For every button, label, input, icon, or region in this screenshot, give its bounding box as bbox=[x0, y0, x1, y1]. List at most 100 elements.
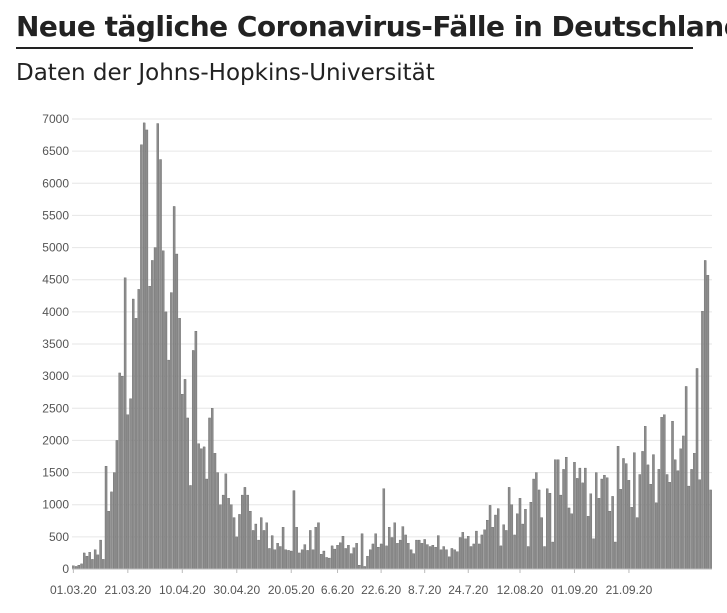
bar bbox=[507, 487, 511, 570]
bar bbox=[191, 350, 195, 570]
y-tick-label: 7000 bbox=[42, 112, 69, 126]
bar bbox=[622, 458, 625, 570]
bar bbox=[657, 469, 661, 570]
bar bbox=[442, 546, 445, 570]
bar bbox=[145, 129, 149, 570]
bar bbox=[311, 549, 315, 570]
bar bbox=[630, 507, 633, 570]
bar bbox=[578, 467, 582, 570]
bar bbox=[213, 453, 217, 570]
bar bbox=[91, 559, 94, 570]
y-axis-ticks: 0 500 1000 1500 2000 2500 3000 3500 4000 4500 5000… bbox=[42, 112, 69, 576]
y-tick-label: 3000 bbox=[42, 369, 69, 383]
bar bbox=[603, 474, 606, 570]
bar bbox=[262, 530, 266, 570]
bar bbox=[96, 554, 100, 570]
bar bbox=[616, 446, 620, 570]
bar bbox=[401, 526, 405, 570]
bar bbox=[328, 557, 331, 570]
x-tick-label: 20.05.20 bbox=[268, 583, 315, 597]
bar bbox=[333, 548, 337, 570]
bar bbox=[396, 543, 399, 570]
bar bbox=[671, 420, 674, 570]
bar bbox=[344, 548, 347, 570]
bar bbox=[458, 537, 462, 570]
bar bbox=[80, 563, 83, 570]
bar bbox=[505, 530, 508, 570]
bar bbox=[156, 123, 159, 570]
bar bbox=[360, 533, 364, 570]
x-tick-label: 24.7.20 bbox=[448, 583, 488, 597]
bar bbox=[516, 513, 519, 570]
bar bbox=[227, 498, 230, 570]
bar bbox=[322, 550, 326, 570]
bar bbox=[224, 473, 228, 570]
bar bbox=[137, 289, 140, 570]
bar bbox=[540, 517, 543, 570]
bar bbox=[679, 448, 682, 570]
bar bbox=[398, 539, 402, 570]
bar bbox=[546, 488, 549, 570]
bar bbox=[447, 556, 451, 570]
x-tick-label: 21.09.20 bbox=[606, 583, 653, 597]
bar bbox=[281, 527, 285, 570]
bar bbox=[251, 530, 255, 570]
bar bbox=[292, 490, 296, 570]
y-tick-label: 6500 bbox=[42, 144, 69, 158]
bar bbox=[303, 544, 307, 570]
bar bbox=[472, 543, 475, 570]
bar bbox=[698, 479, 701, 570]
bar bbox=[110, 491, 113, 570]
bar bbox=[453, 549, 456, 570]
bar bbox=[480, 534, 484, 570]
bar bbox=[123, 277, 127, 570]
bar bbox=[499, 545, 503, 570]
bar bbox=[592, 538, 595, 570]
y-tick-label: 4000 bbox=[42, 305, 69, 319]
bar bbox=[113, 472, 116, 570]
bar bbox=[246, 494, 249, 570]
y-tick-label: 0 bbox=[62, 562, 69, 576]
bar bbox=[663, 414, 666, 570]
bar bbox=[118, 372, 121, 570]
bar bbox=[260, 517, 263, 570]
bar bbox=[467, 536, 470, 570]
bar bbox=[197, 443, 200, 570]
bar bbox=[382, 488, 386, 570]
bar bbox=[107, 510, 110, 570]
bar bbox=[134, 318, 138, 570]
bar bbox=[486, 519, 489, 570]
bar bbox=[230, 504, 233, 570]
bar bbox=[349, 553, 353, 570]
x-tick-label: 01.09.20 bbox=[551, 583, 598, 597]
y-tick-label: 3500 bbox=[42, 337, 69, 351]
bar bbox=[635, 517, 639, 570]
bar bbox=[249, 510, 252, 570]
bar bbox=[638, 474, 642, 570]
bar bbox=[581, 482, 584, 570]
bar bbox=[494, 514, 497, 570]
bar bbox=[611, 496, 614, 570]
bar bbox=[695, 368, 699, 570]
bar bbox=[208, 417, 211, 570]
bar bbox=[690, 469, 693, 570]
bar bbox=[439, 549, 443, 570]
bar bbox=[219, 504, 222, 570]
bar bbox=[649, 483, 652, 570]
bar bbox=[684, 386, 688, 570]
bar bbox=[175, 253, 179, 570]
bar bbox=[377, 546, 380, 570]
bar bbox=[543, 546, 546, 570]
bar bbox=[164, 311, 168, 570]
bar bbox=[532, 478, 535, 570]
y-tick-label: 500 bbox=[49, 530, 69, 544]
bar bbox=[404, 534, 407, 570]
bar bbox=[178, 318, 181, 570]
bar bbox=[701, 311, 704, 570]
bar bbox=[153, 247, 157, 570]
bar bbox=[477, 543, 481, 570]
y-tick-label: 5000 bbox=[42, 241, 69, 255]
bar bbox=[445, 549, 448, 570]
bar bbox=[104, 465, 108, 570]
